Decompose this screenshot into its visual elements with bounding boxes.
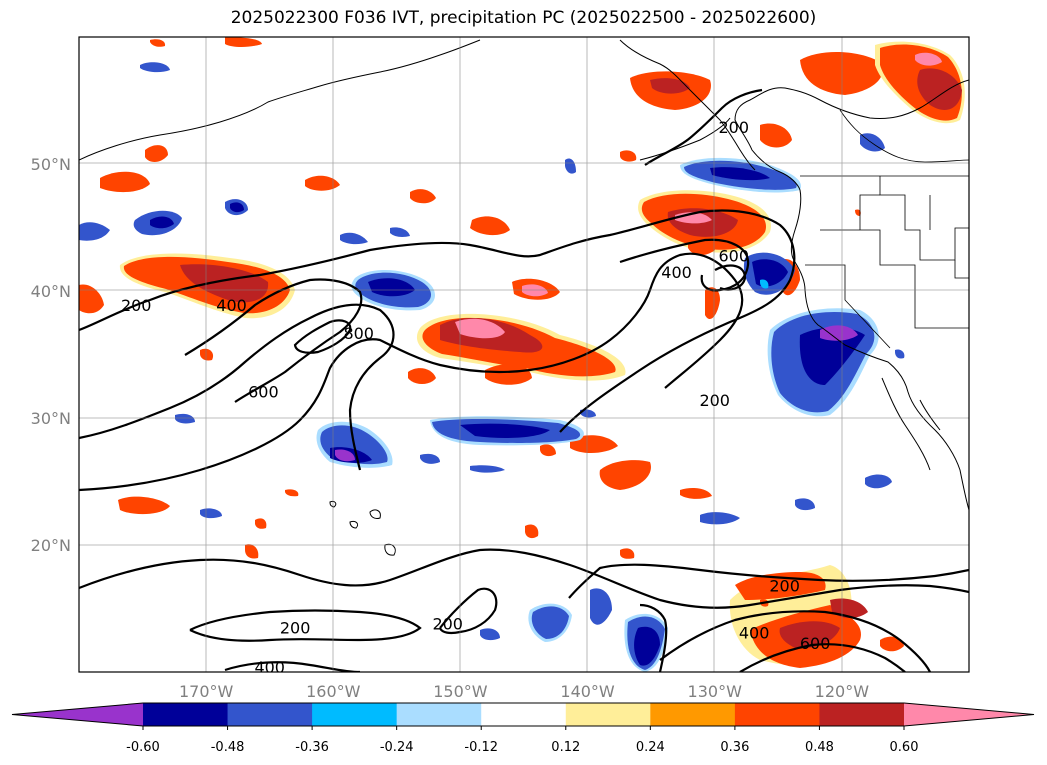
- lon-label: 130°W: [688, 682, 743, 701]
- ivt-contour-label: 200: [699, 391, 730, 410]
- lon-label: 120°W: [815, 682, 870, 701]
- lat-label: 20°N: [31, 536, 71, 555]
- lat-label: 40°N: [31, 282, 71, 301]
- ivt-contour-label: 400: [216, 296, 247, 315]
- ivt-contour-label: 200: [121, 296, 152, 315]
- ivt-contour-label: 400: [739, 624, 770, 643]
- latitude-labels: 50°N 40°N 30°N 20°N: [31, 155, 71, 555]
- ivt-contour-label: 600: [248, 382, 279, 401]
- colorbar-tick-label: 0.24: [636, 740, 665, 755]
- colorbar-tick-label: 0.36: [720, 740, 749, 755]
- coastlines: [79, 39, 969, 556]
- longitude-labels: 170°W 160°W 150°W 140°W 130°W 120°W: [179, 682, 869, 701]
- ivt-contour-label: 200: [280, 619, 311, 638]
- precip-positive-areas: [79, 37, 965, 668]
- colorbar-tick-label: -0.12: [464, 740, 498, 755]
- colorbar-segment: [650, 703, 736, 726]
- ivt-contour-labels: 200 400 800 600 400 600 200 200 200 400 600 200 200 4…: [121, 118, 831, 677]
- ivt-contour-label: 200: [719, 118, 750, 137]
- colorbar-segment: [312, 703, 398, 726]
- colorbar-tick-label: 0.12: [551, 740, 580, 755]
- colorbar-segment: [819, 703, 905, 726]
- colorbar-segment: [481, 703, 567, 726]
- lon-label: 140°W: [560, 682, 615, 701]
- precip-negative-areas: [79, 62, 905, 672]
- lon-label: 160°W: [306, 682, 361, 701]
- colorbar: -0.60 -0.48 -0.36 -0.24 -0.12 0.12 0.24 0.36 0.4…: [11, 702, 1035, 755]
- colorbar-segment: [565, 703, 651, 726]
- map-frame: [78, 36, 970, 673]
- colorbar-segment: [734, 703, 820, 726]
- lon-label: 170°W: [179, 682, 234, 701]
- colorbar-segment: [143, 703, 229, 726]
- map-title: 2025022300 F036 IVT, precipitation PC (2…: [230, 8, 817, 28]
- ivt-contour-label: 600: [800, 634, 831, 653]
- colorbar-tick-label: 0.48: [805, 740, 834, 755]
- ivt-contour-label: 600: [719, 246, 750, 265]
- gridlines: [79, 37, 969, 672]
- colorbar-tick-label: -0.48: [211, 740, 245, 755]
- colorbar-extend-low: [12, 703, 143, 726]
- colorbar-segment: [227, 703, 313, 726]
- lat-label: 30°N: [31, 409, 71, 428]
- colorbar-tick-label: -0.36: [295, 740, 329, 755]
- ivt-contour-label: 400: [661, 263, 692, 282]
- lon-label: 150°W: [433, 682, 488, 701]
- ivt-contour-label: 200: [769, 577, 800, 596]
- ivt-contour-label: 800: [343, 324, 374, 343]
- ivt-contour-label: 200: [432, 615, 463, 634]
- colorbar-tick-label: 0.60: [890, 740, 919, 755]
- colorbar-tick-label: -0.60: [126, 740, 160, 755]
- colorbar-tick-label: -0.24: [380, 740, 414, 755]
- ivt-contours: [79, 88, 969, 672]
- lat-label: 50°N: [31, 155, 71, 174]
- colorbar-extend-high: [904, 703, 1034, 726]
- political-borders: [800, 109, 969, 349]
- colorbar-segment: [396, 703, 482, 726]
- ivt-contour-label: 400: [254, 658, 285, 677]
